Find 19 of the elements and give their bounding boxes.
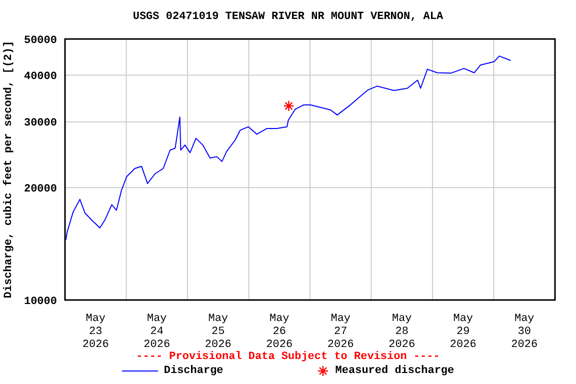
y-axis-title: Discharge, cubic feet per second, [(2)] (2, 40, 15, 298)
y-tick-label: 10000 (24, 296, 57, 308)
chart-title: USGS 02471019 TENSAW RIVER NR MOUNT VERNON, ALA (132, 11, 444, 23)
text: ---- Provisional Data Subject to Revision ---- (135, 351, 441, 363)
y-tick-label: 40000 (24, 71, 57, 84)
x-tick-label: May 25 2026 (204, 313, 232, 351)
x-tick-label: May 27 2026 (327, 313, 354, 351)
line-series (65, 56, 512, 240)
y-tick-label: 30000 (24, 118, 57, 130)
x-tick-label: May 29 2026 (450, 313, 476, 351)
x-tick-label: May 26 2026 (266, 313, 293, 351)
y-tick-label: 20000 (24, 184, 57, 196)
legend-label: Measured discharge (335, 365, 454, 377)
legend-label: Discharge (164, 365, 224, 377)
y-tick-label: 50000 (24, 34, 57, 47)
x-tick-label: May 23 2026 (82, 313, 109, 351)
x-tick-label: May 24 2026 (144, 313, 170, 351)
x-tick-label: May 28 2026 (388, 313, 416, 351)
x-tick-label: May 30 2026 (511, 313, 538, 351)
